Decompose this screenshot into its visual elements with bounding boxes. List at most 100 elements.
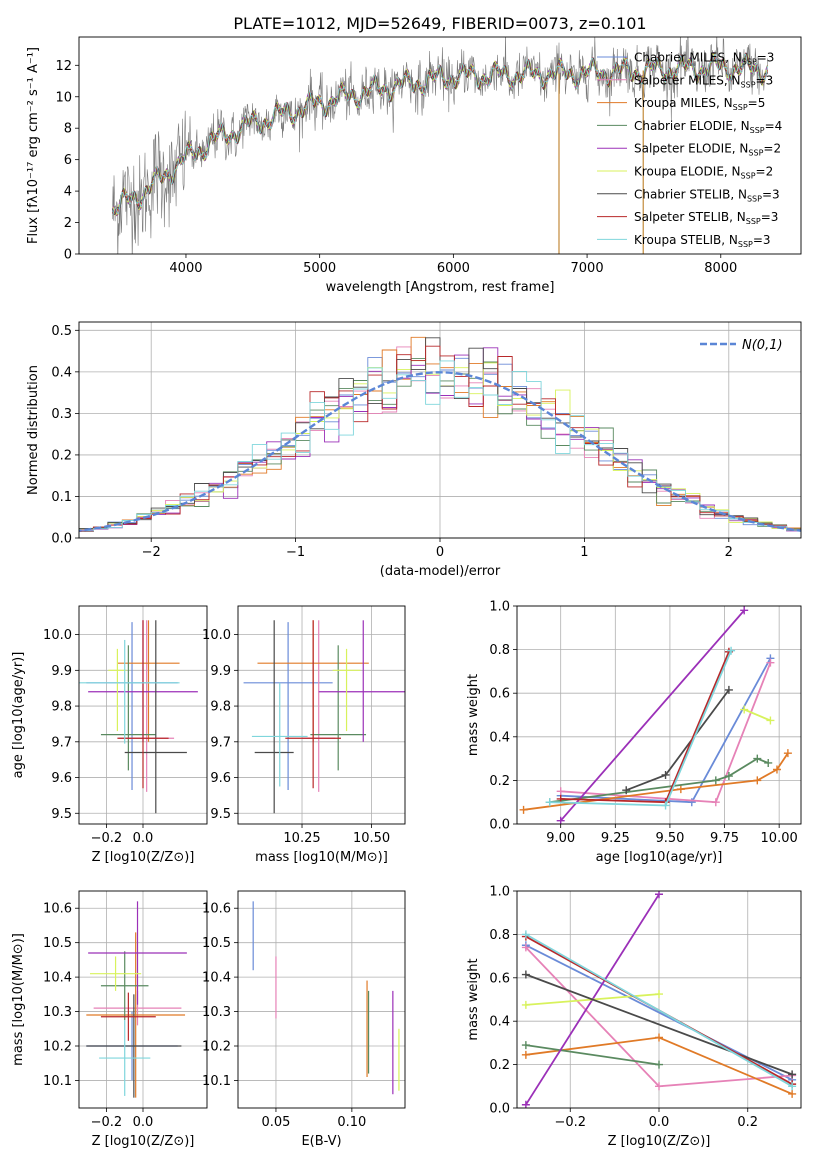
weight-marker (556, 794, 565, 803)
model-spectrum-line (112, 52, 768, 215)
weight-vs-metallicity-axes: −0.2 0.0 0.2 0.0 0.2 0.4 0.6 0.8 1.0 Z [log10(Z/Z… (466, 885, 802, 1149)
plot-area (252, 901, 400, 1095)
legend-entry: Salpeter ELODIE, NSSP=2 (634, 142, 781, 158)
age-vs-mass-axes: 10.25 10.50 9.5 9.6 9.7 9.8 9.9 10.0 mass [log10… (202, 605, 406, 865)
legend-entry: N(0,1) (742, 338, 783, 353)
y-tick-label: 0.0 (51, 532, 72, 547)
figure-title: PLATE=1012, MJD=52649, FIBERID=0073, z=0… (233, 14, 646, 33)
mass-vs-ebv-axes: 0.05 0.10 10.1 10.2 10.3 10.4 10.5 10.6 E(B-V) (202, 890, 406, 1149)
y-tick-label: 8 (64, 122, 72, 137)
y-tick-label: 10.0 (202, 628, 231, 643)
axes-frame (78, 321, 802, 539)
weight-marker (676, 785, 685, 794)
gaussian-reference-line (79, 371, 801, 532)
legend-entry: Chabrier MILES, NSSP=3 (634, 51, 774, 67)
weight-marker (521, 1000, 530, 1009)
plot-area (521, 891, 797, 1108)
y-tick-label: 10.5 (202, 936, 231, 951)
x-axis-label: wavelength [Angstrom, rest frame] (326, 280, 555, 295)
weight-marker (655, 1082, 663, 1091)
weight-marker (521, 930, 530, 939)
y-tick-label: 0.4 (489, 730, 510, 745)
weight-marker (740, 705, 749, 714)
x-tick-label: 10.50 (353, 831, 390, 846)
weight-marker (783, 749, 792, 758)
weight-marker (753, 754, 762, 763)
weight-marker (521, 970, 530, 979)
weight-marker (711, 776, 720, 785)
x-tick-label: 1 (580, 545, 588, 560)
x-tick-label: 10.25 (283, 831, 320, 846)
weight-marker (655, 1033, 663, 1042)
y-tick-label: 9.5 (51, 807, 72, 822)
axes-frame (237, 890, 406, 1109)
model-spectrum-line (112, 53, 768, 216)
weight-line (560, 662, 772, 804)
axes-frame (78, 605, 208, 825)
plot-area (519, 606, 792, 824)
y-tick-label: 9.9 (210, 664, 231, 679)
y-tick-label: 10.5 (43, 936, 72, 951)
weight-marker (556, 787, 565, 796)
axes-frame (516, 890, 802, 1109)
y-tick-label: 9.5 (210, 807, 231, 822)
weight-line (525, 933, 793, 1088)
weight-marker (622, 786, 631, 795)
plot-area (86, 901, 187, 1098)
mass-vs-metallicity-axes: −0.2 0.0 10.1 10.2 10.3 10.4 10.5 10.6 Z [log10(… (11, 890, 208, 1149)
plot-area (79, 620, 198, 814)
weight-marker (655, 990, 663, 999)
x-tick-label: 10.00 (761, 831, 798, 846)
y-tick-label: 0.6 (489, 687, 510, 702)
residual-histogram (79, 360, 801, 538)
x-tick-label: 0.10 (337, 1115, 366, 1130)
y-tick-label: 6 (64, 153, 72, 168)
spectrum-axes: 4000 5000 6000 7000 8000 0 2 4 6 8 10 12 wavelength … (26, 36, 802, 295)
y-tick-label: 2 (64, 216, 72, 231)
residuals-axes: −2 −1 0 1 2 0.0 0.1 0.2 0.3 0.4 0.5 (data-model)/er… (26, 321, 802, 579)
y-axis-label: age [log10(age/yr)] (11, 652, 26, 779)
y-tick-label: 0.2 (489, 1058, 510, 1073)
y-tick-label: 10.2 (202, 1040, 231, 1055)
weight-marker (521, 1050, 530, 1059)
y-tick-label: 0.2 (489, 774, 510, 789)
weight-line (525, 973, 793, 1076)
y-tick-label: 0.1 (51, 490, 72, 505)
y-tick-label: 10.3 (43, 1005, 72, 1020)
y-tick-label: 12 (55, 59, 72, 74)
y-tick-label: 10.6 (43, 902, 72, 917)
axes-frame (237, 605, 406, 825)
y-axis-label: mass [log10(M/M⊙)] (11, 933, 26, 1066)
y-tick-label: 10.1 (43, 1074, 72, 1089)
y-tick-label: 10.4 (43, 971, 72, 986)
age-vs-metallicity-axes: −0.2 0.0 9.5 9.6 9.7 9.8 9.9 10.0 Z [log10(Z/Z⊙)… (11, 605, 208, 865)
y-tick-label: 9.9 (51, 664, 72, 679)
x-tick-label: 0.2 (737, 1115, 758, 1130)
x-tick-label: 2 (725, 545, 733, 560)
x-axis-label: (data-model)/error (380, 564, 501, 579)
x-tick-label: 9.75 (710, 831, 739, 846)
y-tick-label: 10.3 (202, 1005, 231, 1020)
legend-entry: Salpeter MILES, NSSP=3 (634, 73, 773, 89)
weight-marker (521, 1041, 530, 1050)
y-tick-label: 9.7 (51, 735, 72, 750)
x-axis-label: Z [log10(Z/Z⊙)] (92, 1134, 195, 1149)
x-tick-label: 0.0 (649, 1115, 670, 1130)
weight-marker (655, 891, 663, 899)
axes-frame (516, 605, 802, 825)
y-axis-label: Normed distribution (26, 365, 41, 495)
y-tick-label: 1.0 (489, 600, 510, 615)
weight-marker (655, 1060, 663, 1069)
weight-marker (788, 1082, 797, 1091)
weight-marker (740, 606, 749, 615)
x-tick-label: 5000 (303, 261, 336, 276)
weight-marker (724, 685, 733, 694)
x-axis-label: Z [log10(Z/Z⊙)] (92, 850, 195, 865)
y-tick-label: 10.1 (202, 1074, 231, 1089)
x-tick-label: −0.2 (91, 831, 123, 846)
x-tick-label: −0.2 (554, 1115, 586, 1130)
y-tick-label: 9.8 (210, 700, 231, 715)
weight-marker (519, 805, 528, 814)
y-tick-label: 4 (64, 185, 72, 200)
x-tick-label: 9.00 (546, 831, 575, 846)
